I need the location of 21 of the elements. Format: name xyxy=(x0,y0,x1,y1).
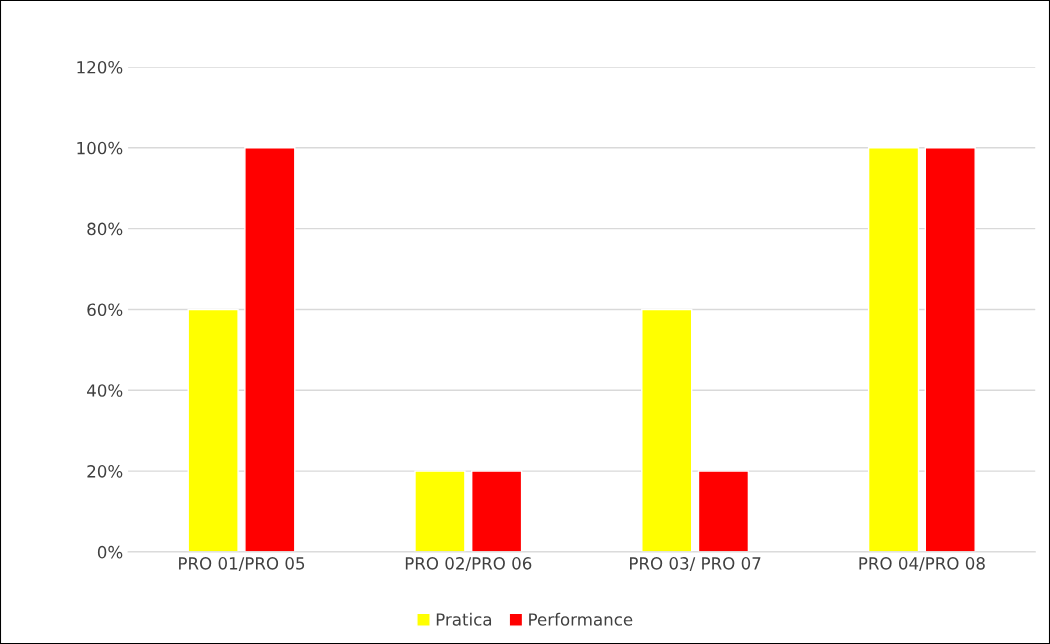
bar xyxy=(697,470,750,552)
bar xyxy=(924,147,976,552)
bar xyxy=(414,470,466,552)
x-tick-label: PRO 02/PRO 06 xyxy=(405,557,532,571)
y-tick-label: 60% xyxy=(87,303,123,317)
x-tick-label: PRO 01/PRO 05 xyxy=(179,557,305,571)
y-tick-label: 100% xyxy=(77,141,123,155)
bar xyxy=(471,470,523,552)
y-tick-label: 0% xyxy=(97,545,123,559)
bar xyxy=(244,147,296,552)
y-tick-label: 40% xyxy=(87,384,123,397)
legend-label: Pratica xyxy=(436,612,492,626)
x-tick-label: PRO 03/ PRO 07 xyxy=(630,557,761,571)
y-tick-label: 20% xyxy=(87,465,123,478)
x-tick-label: PRO 04/PRO 08 xyxy=(859,557,985,571)
bar xyxy=(187,308,239,552)
y-tick-label: 120% xyxy=(77,60,123,74)
y-tick-label: 80% xyxy=(87,222,123,236)
bar xyxy=(641,308,693,552)
bar xyxy=(867,147,920,552)
legend-label: Performance xyxy=(529,612,633,626)
